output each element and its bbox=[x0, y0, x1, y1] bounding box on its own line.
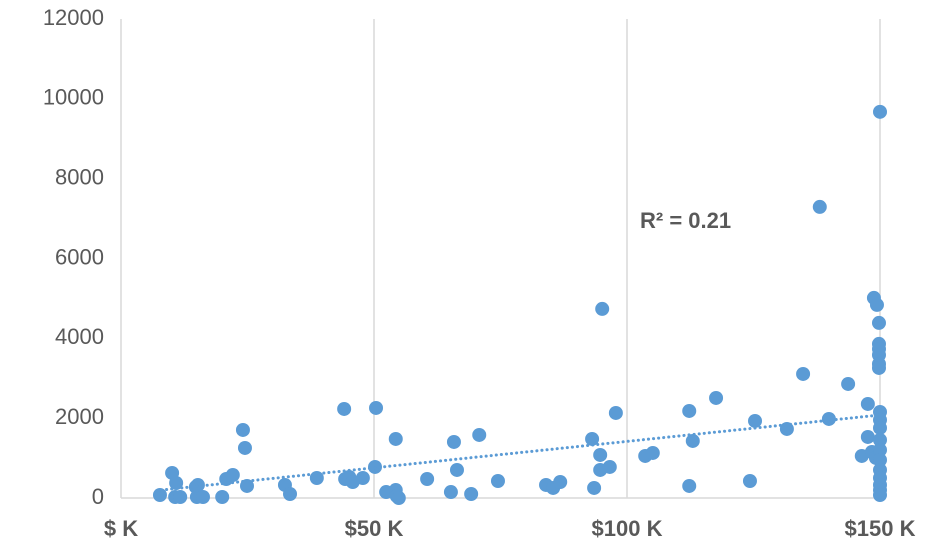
point bbox=[490, 473, 505, 488]
point bbox=[869, 297, 884, 312]
point bbox=[195, 490, 210, 505]
point bbox=[860, 396, 875, 411]
point bbox=[873, 442, 887, 457]
point bbox=[645, 445, 660, 460]
y-tick-label: 2000 bbox=[55, 404, 104, 429]
point bbox=[860, 429, 875, 444]
point bbox=[443, 485, 458, 500]
point bbox=[585, 431, 600, 446]
point bbox=[841, 376, 856, 391]
annotation: R² = 0.21 bbox=[640, 208, 731, 233]
point bbox=[235, 422, 250, 437]
point bbox=[602, 459, 617, 474]
point bbox=[873, 104, 887, 119]
point bbox=[709, 390, 724, 405]
point bbox=[420, 471, 435, 486]
point bbox=[337, 401, 352, 416]
point bbox=[388, 431, 403, 446]
point bbox=[446, 434, 461, 449]
point bbox=[871, 315, 886, 330]
y-tick-label: 0 bbox=[92, 484, 104, 509]
point bbox=[173, 490, 188, 505]
point bbox=[225, 468, 240, 483]
x-tick-label: $100 K bbox=[592, 516, 663, 541]
point bbox=[748, 413, 763, 428]
y-tick-label: 10000 bbox=[43, 85, 104, 110]
point bbox=[873, 488, 887, 503]
point bbox=[587, 480, 602, 495]
point bbox=[464, 487, 479, 502]
point bbox=[812, 199, 827, 214]
point bbox=[742, 473, 757, 488]
point bbox=[237, 440, 252, 455]
point bbox=[391, 491, 406, 505]
y-tick-label: 4000 bbox=[55, 324, 104, 349]
x-tick-label: $ K bbox=[104, 516, 138, 541]
x-tick-label: $150 K bbox=[845, 516, 916, 541]
point bbox=[283, 487, 298, 502]
point bbox=[682, 478, 697, 493]
point bbox=[449, 462, 464, 477]
y-tick-label: 6000 bbox=[55, 244, 104, 269]
point bbox=[873, 452, 887, 467]
point bbox=[871, 360, 886, 375]
point bbox=[873, 420, 887, 435]
y-tick-label: 8000 bbox=[55, 164, 104, 189]
point bbox=[309, 471, 324, 486]
point bbox=[873, 432, 887, 447]
point bbox=[608, 405, 623, 420]
point bbox=[472, 427, 487, 442]
x-tick-label: $50 K bbox=[345, 516, 404, 541]
point bbox=[355, 471, 370, 486]
trendline bbox=[159, 413, 882, 492]
point bbox=[169, 475, 184, 490]
y-tick-label: 12000 bbox=[43, 5, 104, 30]
point bbox=[796, 366, 811, 381]
point bbox=[595, 301, 610, 316]
point bbox=[682, 403, 697, 418]
point bbox=[152, 488, 167, 503]
point bbox=[215, 490, 230, 505]
point bbox=[553, 474, 568, 489]
point bbox=[593, 447, 608, 462]
point bbox=[685, 433, 700, 448]
point bbox=[369, 400, 384, 415]
point bbox=[190, 477, 205, 492]
point bbox=[821, 411, 836, 426]
